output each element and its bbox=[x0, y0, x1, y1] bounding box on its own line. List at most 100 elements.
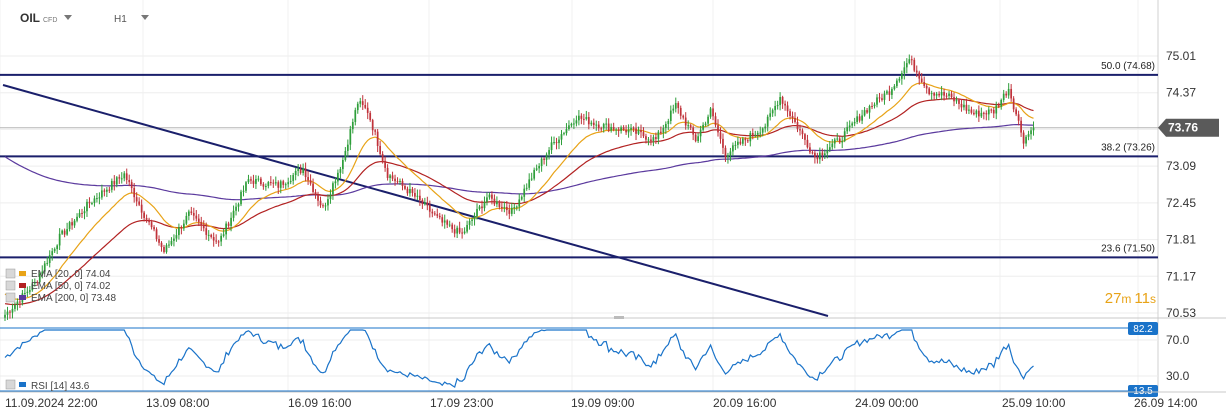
candle bbox=[627, 124, 630, 138]
candle bbox=[776, 100, 779, 110]
candle bbox=[647, 136, 650, 146]
candle bbox=[645, 133, 647, 144]
legend-settings-icon[interactable] bbox=[5, 268, 16, 279]
candle bbox=[453, 224, 456, 238]
candle bbox=[766, 114, 769, 132]
pane-resize-handle[interactable] bbox=[614, 316, 624, 319]
candle bbox=[918, 70, 921, 85]
candle bbox=[533, 167, 536, 181]
candle bbox=[267, 180, 270, 189]
candle bbox=[349, 125, 352, 151]
rsi-pane: 82.2 13.5 70.0 30.0 RSI [14] 43.6 bbox=[0, 322, 1190, 397]
symbol-tag: CFD bbox=[43, 17, 57, 24]
candle bbox=[697, 133, 699, 143]
timeframe-dropdown-chevron-down-icon[interactable] bbox=[141, 15, 149, 20]
candle bbox=[486, 192, 488, 206]
legend-settings-icon[interactable] bbox=[5, 280, 16, 291]
candle bbox=[128, 174, 131, 187]
candle bbox=[955, 96, 958, 104]
fibonacci-levels[interactable]: 50.0 (74.68) 38.2 (73.26) 23.6 (71.50) bbox=[0, 61, 1158, 259]
candle bbox=[729, 147, 732, 162]
candle bbox=[135, 192, 138, 207]
candlestick-series bbox=[4, 54, 1035, 322]
candle bbox=[150, 219, 153, 230]
candle bbox=[843, 127, 846, 143]
candle bbox=[71, 218, 73, 230]
candle bbox=[369, 110, 372, 122]
candle bbox=[292, 172, 295, 185]
candle bbox=[585, 110, 588, 121]
candle bbox=[953, 92, 955, 107]
candle bbox=[990, 108, 993, 114]
candle bbox=[401, 178, 404, 191]
candle bbox=[287, 177, 290, 188]
timeframe-selector[interactable]: H1 bbox=[114, 14, 127, 25]
candle bbox=[284, 182, 287, 190]
candle bbox=[58, 228, 61, 251]
candle bbox=[816, 152, 819, 164]
candle bbox=[831, 139, 834, 150]
candle bbox=[791, 111, 794, 124]
candle bbox=[905, 58, 908, 74]
candle bbox=[746, 138, 749, 143]
candle bbox=[394, 174, 396, 186]
candle bbox=[334, 177, 337, 189]
candle bbox=[1020, 116, 1022, 137]
candle bbox=[560, 129, 563, 146]
candle bbox=[41, 265, 44, 279]
candle bbox=[38, 271, 41, 284]
time-tick-label: 11.09.2024 22:00 bbox=[5, 396, 98, 410]
candle bbox=[538, 163, 541, 174]
candle bbox=[871, 102, 873, 110]
symbol-name[interactable]: OIL bbox=[20, 11, 40, 25]
candle bbox=[664, 121, 667, 134]
countdown-seconds: 11 bbox=[1134, 290, 1150, 307]
candle bbox=[4, 309, 6, 322]
candle bbox=[399, 178, 401, 185]
symbol-dropdown-chevron-down-icon[interactable] bbox=[64, 15, 72, 20]
price-tick-label: 71.81 bbox=[1166, 233, 1196, 247]
candle bbox=[580, 113, 583, 125]
candle bbox=[220, 233, 223, 247]
candle bbox=[799, 124, 801, 136]
candle bbox=[68, 220, 71, 232]
candle bbox=[88, 197, 91, 209]
candle bbox=[779, 92, 781, 111]
candle bbox=[848, 120, 851, 132]
candle bbox=[622, 125, 625, 131]
candle bbox=[948, 90, 950, 100]
candle bbox=[76, 213, 78, 223]
candle bbox=[483, 196, 486, 212]
candle bbox=[264, 183, 267, 191]
candle bbox=[468, 218, 471, 230]
candle bbox=[91, 201, 93, 206]
candle bbox=[975, 109, 978, 118]
rsi-legend-label: RSI [14] 43.6 bbox=[31, 381, 90, 392]
rsi-legend-icon[interactable] bbox=[5, 379, 16, 390]
candle bbox=[687, 120, 690, 130]
candle bbox=[197, 214, 200, 227]
candle bbox=[1002, 89, 1005, 103]
candle bbox=[96, 193, 98, 203]
candle bbox=[826, 143, 829, 159]
candle bbox=[33, 278, 36, 287]
candle bbox=[970, 106, 973, 115]
candle bbox=[481, 200, 483, 214]
candle bbox=[625, 125, 627, 135]
candle bbox=[366, 102, 369, 120]
candle bbox=[431, 208, 434, 218]
candle bbox=[568, 120, 570, 131]
candle bbox=[719, 127, 722, 144]
legend-settings-icon[interactable] bbox=[5, 292, 16, 303]
trend-line[interactable] bbox=[2, 84, 829, 317]
candle bbox=[456, 225, 459, 238]
candle bbox=[46, 256, 49, 266]
candle bbox=[83, 206, 86, 220]
candle bbox=[786, 101, 789, 117]
candle bbox=[679, 105, 682, 120]
candle bbox=[86, 199, 88, 217]
rsi-lower-badge bbox=[1128, 385, 1158, 397]
candle bbox=[744, 137, 747, 146]
